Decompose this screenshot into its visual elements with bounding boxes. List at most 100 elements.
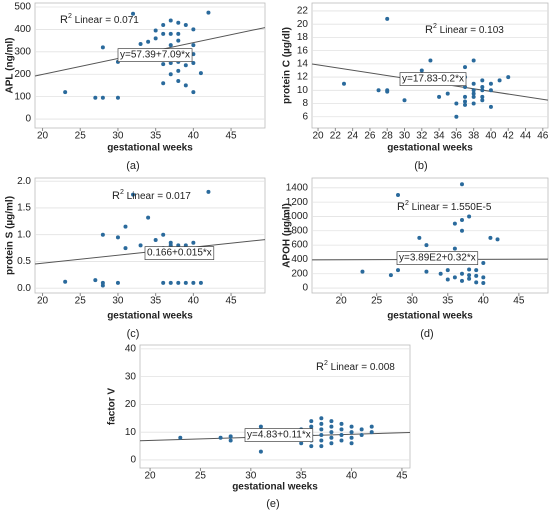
data-point (445, 268, 450, 273)
data-point (176, 78, 181, 83)
data-point (438, 271, 443, 276)
data-point (329, 435, 334, 440)
data-point (452, 275, 457, 280)
data-point (183, 83, 188, 88)
data-point (329, 430, 334, 435)
data-point (176, 31, 181, 36)
data-point (131, 11, 136, 16)
data-point (168, 31, 173, 36)
data-point (100, 45, 105, 50)
data-point (131, 192, 136, 197)
data-point (402, 98, 407, 103)
r2-label: R2 Linear = 0.071 (60, 13, 139, 26)
data-point (309, 444, 314, 449)
y-tick-label: 10 (125, 427, 137, 438)
r2-exp: 2 (433, 23, 437, 30)
equation-box (396, 251, 479, 265)
data-point (178, 435, 183, 440)
data-point (176, 38, 181, 43)
data-point (480, 78, 485, 83)
y-tick-label: 6 (302, 111, 308, 122)
x-tick-label: 22 (330, 131, 342, 142)
y-tick-label: 10 (297, 85, 309, 96)
equation: y=57.39+7.09*x (120, 50, 190, 61)
y-tick-label: 30 (125, 371, 137, 382)
data-point (474, 280, 479, 285)
x-tick-label: 45 (513, 296, 525, 307)
data-point (424, 243, 429, 248)
y-tick-label: 500 (14, 2, 31, 13)
data-point (463, 65, 468, 70)
x-tick-label: 46 (537, 131, 549, 142)
data-point (329, 424, 334, 429)
data-point (452, 246, 457, 251)
y-tick-label: 300 (14, 46, 31, 57)
data-point (146, 215, 151, 220)
data-point (123, 224, 128, 229)
plot-area (311, 177, 549, 294)
data-point (319, 432, 324, 437)
x-tick-label: 40 (188, 296, 200, 307)
r2-exp: 2 (324, 360, 328, 367)
y-axis-label: factor V (107, 388, 118, 426)
data-point (471, 101, 476, 106)
plot-area (311, 2, 549, 129)
x-tick-label: 40 (188, 131, 200, 142)
data-point (198, 280, 203, 285)
y-tick-label: 0 (25, 114, 31, 125)
equation-box (244, 428, 314, 442)
data-point (329, 419, 334, 424)
x-tick-label: 38 (468, 131, 480, 142)
data-point (191, 61, 196, 66)
data-point (359, 432, 364, 437)
x-tick-label: 35 (150, 296, 162, 307)
data-point (471, 91, 476, 96)
x-axis-label: gestational weeks (387, 143, 473, 154)
data-point (437, 94, 442, 99)
y-tick-label: 8 (302, 98, 308, 109)
data-point (467, 276, 472, 281)
data-point (161, 232, 166, 237)
data-point (319, 444, 324, 449)
data-point (481, 260, 486, 265)
data-point (459, 271, 464, 276)
data-point (480, 88, 485, 93)
data-point (138, 41, 143, 46)
data-point (497, 78, 502, 83)
y-tick-label: 200 (291, 268, 308, 279)
data-point (467, 273, 472, 278)
panel: 6 8 10 12 14 16 18 20 22 20 22 24 26 28 30 32 34 36 38 40 42… (282, 2, 549, 172)
data-point (471, 81, 476, 86)
data-point (168, 18, 173, 23)
data-point (471, 94, 476, 99)
data-point (228, 438, 233, 443)
y-axis-label: protein C (µg/dl) (282, 27, 293, 104)
data-point (168, 72, 173, 77)
y-tick-label: 18 (297, 32, 309, 43)
data-point (319, 421, 324, 426)
x-tick-label: 35 (296, 471, 308, 482)
x-axis-label: gestational weeks (107, 143, 193, 154)
data-point (100, 280, 105, 285)
data-point (206, 189, 211, 194)
plot-area (34, 177, 266, 294)
y-tick-label: 400 (291, 254, 308, 265)
data-point (206, 10, 211, 15)
r2-text: Linear = 0.017 (124, 191, 191, 202)
data-point (488, 235, 493, 240)
y-tick-label: 1200 (286, 197, 309, 208)
data-point (459, 182, 464, 187)
data-point (452, 221, 457, 226)
x-tick-label: 30 (399, 131, 411, 142)
data-point (480, 84, 485, 89)
r2-text: Linear = 0.103 (437, 25, 504, 36)
plot-area (139, 344, 411, 469)
caption: (d) (420, 328, 433, 340)
data-point (93, 278, 98, 283)
y-axis-label: APOH (µg/ml) (282, 203, 293, 268)
data-point (161, 62, 166, 67)
x-tick-label: 30 (407, 296, 419, 307)
data-point (115, 95, 120, 100)
x-tick-label: 44 (520, 131, 532, 142)
